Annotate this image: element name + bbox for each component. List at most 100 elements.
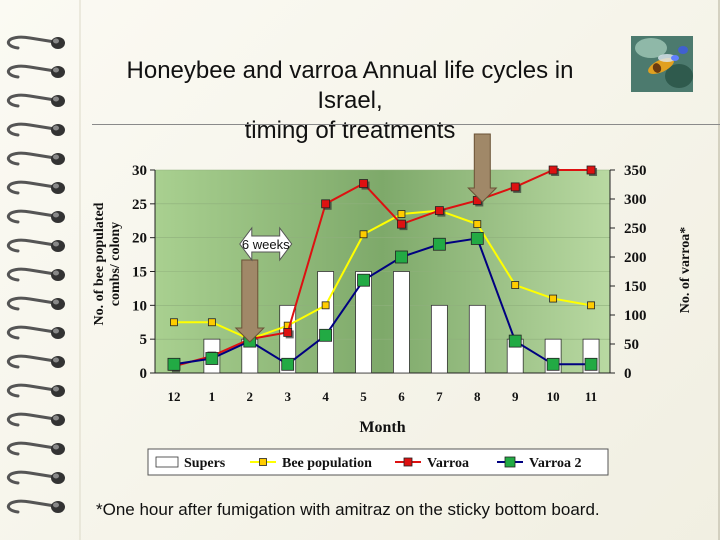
spiral-ring: [6, 325, 57, 340]
spiral-hole-highlight: [53, 502, 59, 508]
x-tick-label: 8: [474, 389, 481, 404]
spiral-ring: [6, 267, 57, 282]
x-tick-label: 3: [284, 389, 291, 404]
title-line: Honeybee and varroa Annual life cycles i…: [126, 57, 574, 84]
six-weeks-double-arrow: [239, 226, 293, 262]
varroa-marker: [321, 199, 331, 209]
varroa-marker: [359, 179, 368, 188]
spiral-hole-highlight: [53, 328, 59, 334]
notebook-spiral: [6, 35, 65, 514]
right-tick-label: 300: [624, 192, 647, 208]
left-tick-label: 0: [140, 366, 148, 382]
six-weeks-label: 6 weeks: [242, 237, 290, 252]
spiral-hole-highlight: [53, 183, 59, 189]
varroa-2-marker: [432, 237, 446, 251]
varroa-marker: [586, 165, 596, 175]
varroa-2-marker: [470, 232, 484, 245]
legend-swatch-marker: [259, 458, 267, 466]
spiral-hole-highlight: [53, 299, 59, 305]
spiral-hole-highlight: [53, 357, 59, 363]
bee-population-marker: [549, 294, 558, 303]
spiral-hole-highlight: [53, 473, 59, 479]
x-tick-label: 2: [247, 389, 254, 404]
bee-population-marker: [207, 318, 216, 327]
spiral-ring: [6, 412, 57, 427]
spiral-hole-highlight: [53, 212, 59, 218]
right-tick-label: 100: [624, 308, 647, 324]
varroa-2-marker: [205, 352, 219, 365]
bee-population-marker: [170, 318, 178, 327]
right-tick-label: 250: [624, 221, 647, 237]
title-line: Israel,: [317, 87, 383, 114]
legend-swatch-supers: [155, 456, 179, 468]
x-tick-label: 6: [398, 389, 405, 404]
right-tick-label: 0: [624, 366, 632, 382]
legend-swatch-marker: [403, 457, 413, 467]
spiral-ring: [6, 383, 57, 398]
spiral-ring: [6, 441, 57, 456]
left-tick-label: 5: [140, 332, 148, 348]
spiral-ring: [6, 499, 57, 514]
spiral-ring: [6, 93, 57, 108]
legend-label: Varroa: [427, 456, 469, 471]
spiral-hole-highlight: [53, 125, 59, 131]
right-tick-label: 350: [624, 163, 647, 179]
spiral-ring: [6, 354, 57, 369]
spiral-hole-highlight: [53, 241, 59, 247]
bee-population-marker: [397, 210, 406, 218]
x-tick-label: 11: [585, 389, 597, 404]
varroa-2-marker: [546, 357, 560, 371]
x-tick-label: 10: [547, 389, 560, 404]
spiral-ring: [6, 122, 57, 137]
x-tick-label: 7: [436, 389, 443, 404]
treatment-arrow: [467, 133, 498, 203]
treatment-arrow: [234, 259, 265, 343]
bar-supers: [468, 304, 486, 374]
varroa-2-marker: [357, 273, 370, 287]
spiral-hole-highlight: [53, 270, 59, 276]
varroa-marker: [548, 165, 558, 175]
bar-supers: [430, 304, 448, 374]
bar-supers: [317, 271, 335, 374]
bar-supers: [355, 271, 372, 374]
x-axis-label: Month: [359, 419, 405, 436]
spiral-hole-highlight: [53, 67, 59, 73]
legend-label: Supers: [184, 456, 226, 471]
spiral-hole-highlight: [53, 96, 59, 102]
varroa-2-marker: [281, 357, 295, 371]
spiral-ring: [6, 35, 57, 50]
spiral-hole-highlight: [53, 154, 59, 160]
varroa-marker: [397, 219, 406, 229]
varroa-2-marker: [584, 357, 598, 371]
legend-label: Varroa 2: [529, 456, 582, 471]
spiral-hole-highlight: [53, 444, 59, 450]
spiral-ring: [6, 209, 57, 224]
spiral-hole-highlight: [53, 386, 59, 392]
right-tick-label: 150: [624, 279, 647, 295]
title-line: timing of treatments: [244, 117, 456, 144]
title-underline: [92, 124, 720, 125]
left-tick-label: 20: [132, 231, 147, 247]
bee-population-marker: [321, 301, 330, 310]
varroa-marker: [510, 182, 520, 192]
spiral-ring: [6, 151, 57, 166]
spiral-ring: [6, 64, 57, 79]
varroa-2-marker: [319, 328, 333, 342]
varroa-2-marker: [167, 357, 181, 371]
varroa-marker: [283, 327, 293, 337]
left-tick-label: 15: [132, 265, 147, 281]
spiral-ring: [6, 238, 57, 253]
bee-population-marker: [587, 301, 595, 310]
right-tick-label: 200: [624, 250, 647, 266]
x-tick-label: 5: [360, 389, 367, 404]
x-tick-label: 4: [322, 389, 329, 404]
bee-population-marker: [511, 281, 520, 289]
spiral-ring: [6, 180, 57, 195]
bee-photo-icon: [631, 36, 693, 92]
left-tick-label: 30: [132, 163, 147, 179]
bar-supers: [393, 271, 410, 374]
bee-population-marker: [359, 230, 368, 239]
right-tick-label: 50: [624, 337, 639, 353]
